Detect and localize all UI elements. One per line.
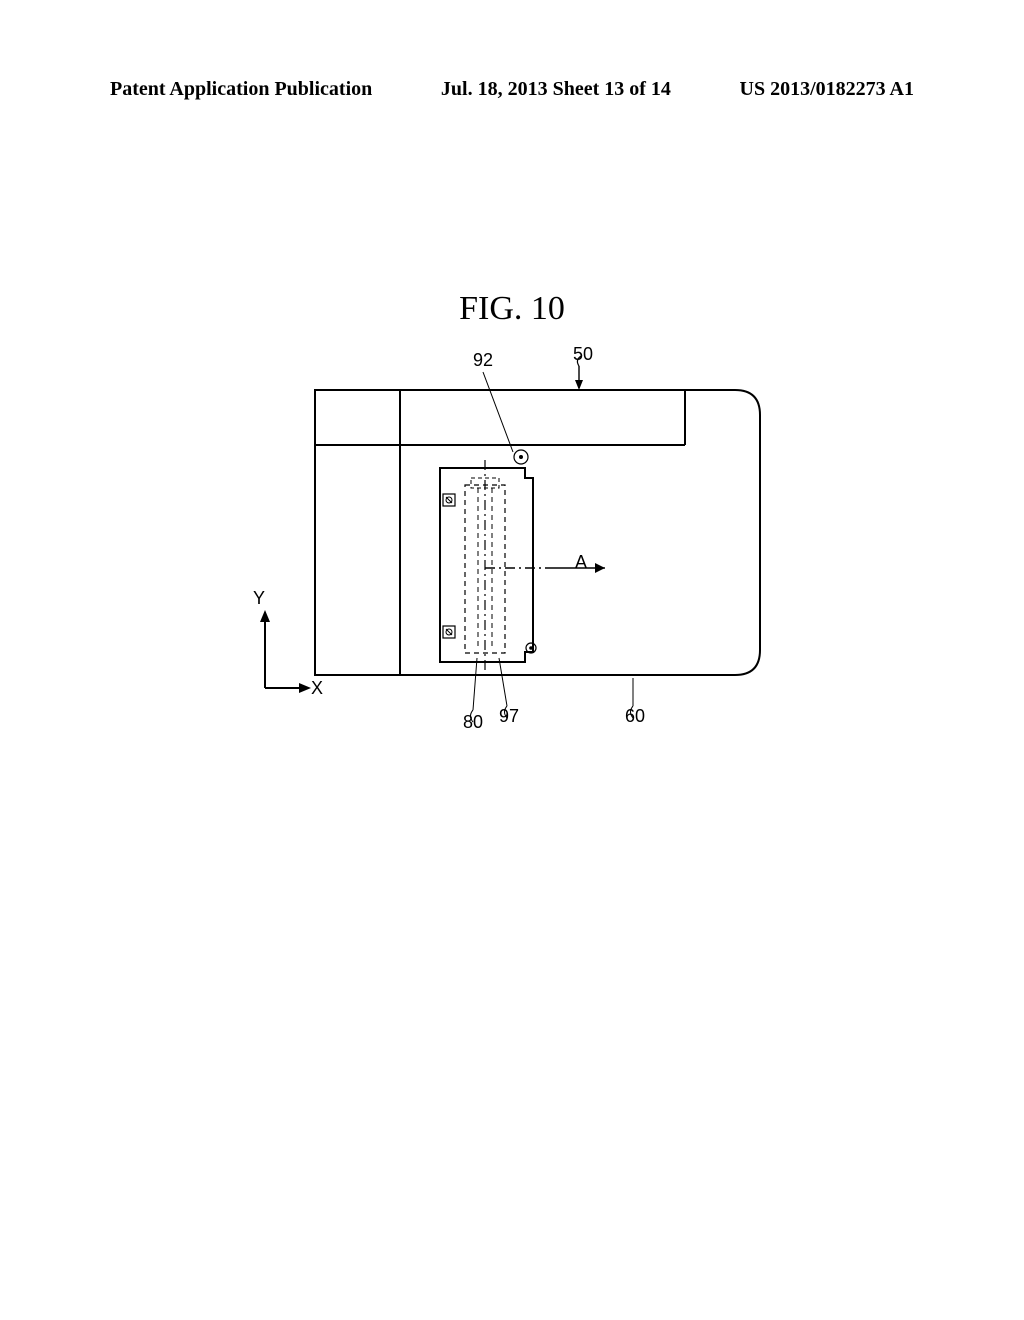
figure-title: FIG. 10	[0, 290, 1024, 328]
outer-body	[315, 390, 760, 675]
leader-50-hook	[577, 356, 581, 366]
leader-60-hook	[631, 706, 634, 718]
figure-diagram: 92 50 A Y X 80 97 60	[235, 350, 775, 750]
axis-x-arrow	[299, 683, 311, 693]
axis-y-arrow	[260, 610, 270, 622]
carriage-outline	[440, 468, 533, 662]
leader-97	[499, 658, 507, 706]
arrow-a-head	[595, 563, 605, 573]
leader-80-hook	[471, 710, 474, 722]
diagram-svg	[235, 350, 775, 750]
leader-92	[483, 372, 513, 452]
leader-97-hook	[505, 706, 508, 718]
header-right: US 2013/0182273 A1	[740, 78, 914, 101]
header-left: Patent Application Publication	[110, 78, 372, 101]
page-header: Patent Application Publication Jul. 18, …	[0, 78, 1024, 101]
header-center: Jul. 18, 2013 Sheet 13 of 14	[441, 78, 671, 101]
leader-50-arrow	[575, 380, 583, 390]
carriage-notch-bottom-dot	[529, 646, 533, 650]
leader-80	[473, 658, 477, 710]
carriage-notch-top-dot	[519, 455, 523, 459]
